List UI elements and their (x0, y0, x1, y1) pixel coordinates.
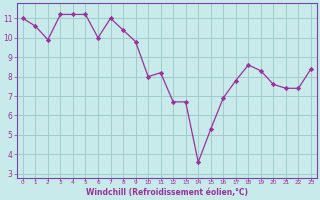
X-axis label: Windchill (Refroidissement éolien,°C): Windchill (Refroidissement éolien,°C) (86, 188, 248, 197)
